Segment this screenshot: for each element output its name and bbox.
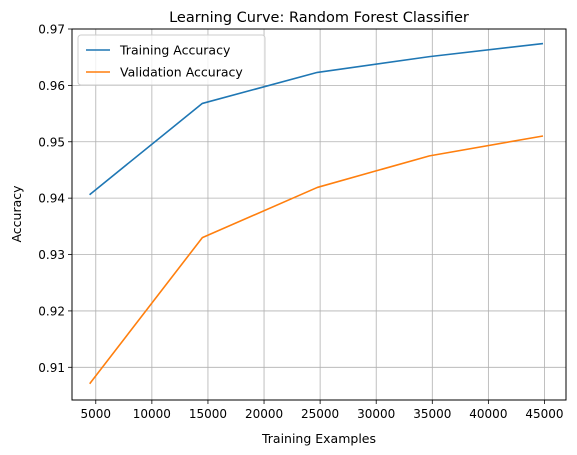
x-tick-label: 30000 (357, 407, 395, 421)
x-axis-ticks: 5000 10000 15000 20000 25000 30000 35000 40000 4… (81, 400, 564, 421)
x-tick-label: 25000 (301, 407, 339, 421)
y-tick-label: 0.94 (38, 192, 65, 206)
legend: Training Accuracy Validation Accuracy (77, 34, 266, 86)
x-axis-label: Training Examples (261, 431, 376, 446)
chart-title: Learning Curve: Random Forest Classifier (169, 10, 469, 26)
y-tick-label: 0.96 (38, 79, 65, 93)
legend-label-validation-accuracy: Validation Accuracy (120, 65, 243, 80)
x-tick-label: 40000 (469, 407, 507, 421)
y-axis-label: Accuracy (9, 185, 24, 243)
series-line-training-accuracy (89, 42, 544, 196)
y-tick-label: 0.92 (38, 304, 65, 318)
series-line-validation-accuracy (89, 135, 544, 385)
legend-label-training-accuracy: Training Accuracy (119, 43, 231, 58)
y-tick-label: 0.93 (38, 248, 65, 262)
x-tick-label: 45000 (525, 407, 563, 421)
y-tick-label: 0.97 (38, 23, 65, 37)
x-tick-label: 5000 (81, 407, 112, 421)
x-tick-label: 10000 (133, 407, 171, 421)
x-tick-label: 15000 (189, 407, 227, 421)
y-axis-ticks: 0.91 0.92 0.93 0.94 0.95 0.96 0.97 (38, 23, 72, 375)
x-tick-label: 20000 (245, 407, 283, 421)
series-lines (89, 42, 544, 385)
y-tick-label: 0.91 (38, 361, 65, 375)
y-tick-label: 0.95 (38, 135, 65, 149)
plot-frame (71, 28, 567, 401)
legend-box (77, 34, 266, 86)
x-tick-label: 35000 (413, 407, 451, 421)
grid-lines (72, 28, 566, 400)
